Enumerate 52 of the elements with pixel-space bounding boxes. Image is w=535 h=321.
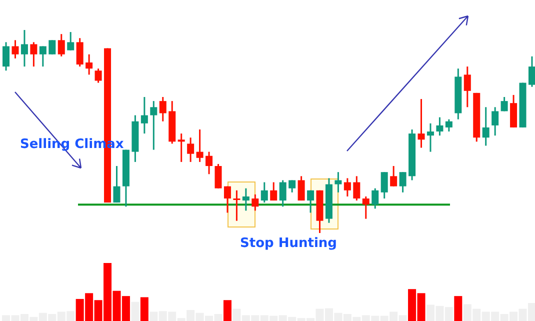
candlestick bbox=[206, 151, 213, 175]
candlestick bbox=[12, 39, 19, 60]
candlestick bbox=[76, 37, 84, 68]
bar bbox=[454, 296, 462, 321]
candlestick bbox=[492, 106, 499, 136]
candlestick bbox=[252, 194, 259, 212]
candlestick bbox=[426, 122, 434, 153]
candlestick bbox=[196, 128, 204, 163]
candlestick bbox=[159, 96, 166, 122]
candlestick bbox=[344, 177, 351, 198]
bar bbox=[140, 297, 148, 321]
candlestick bbox=[390, 165, 398, 188]
candlestick bbox=[86, 54, 93, 76]
bar bbox=[223, 300, 232, 321]
candlestick bbox=[2, 41, 10, 72]
candlestick bbox=[30, 41, 38, 68]
candlestick bbox=[380, 171, 388, 200]
candlestick bbox=[20, 29, 28, 68]
candlestick bbox=[372, 188, 379, 210]
candlestick bbox=[260, 182, 268, 204]
candlestick bbox=[178, 132, 185, 163]
bar bbox=[131, 302, 140, 321]
candlestick bbox=[399, 171, 406, 194]
candlestick bbox=[445, 118, 452, 132]
candlestick bbox=[307, 190, 314, 214]
candlestick bbox=[113, 165, 120, 204]
candlestick bbox=[362, 196, 370, 220]
candlestick bbox=[334, 171, 342, 194]
text: Stop Hunting bbox=[240, 236, 337, 251]
candlestick bbox=[353, 175, 360, 202]
candlestick bbox=[214, 163, 222, 190]
candlestick bbox=[298, 175, 305, 202]
candlestick bbox=[288, 179, 296, 194]
candlestick bbox=[187, 136, 194, 163]
candlestick bbox=[528, 56, 535, 88]
candlestick bbox=[67, 31, 74, 52]
candlestick bbox=[464, 66, 471, 108]
candlestick bbox=[150, 100, 158, 151]
candlestick bbox=[140, 96, 148, 134]
candlestick bbox=[233, 190, 240, 222]
candlestick bbox=[270, 182, 278, 202]
candlestick bbox=[224, 186, 231, 214]
candlestick bbox=[482, 106, 490, 146]
candlestick bbox=[39, 45, 46, 68]
candlestick bbox=[94, 68, 102, 84]
candlestick bbox=[436, 116, 444, 136]
candlestick bbox=[418, 98, 425, 148]
candlestick bbox=[500, 96, 508, 112]
candlestick bbox=[58, 33, 65, 58]
candlestick bbox=[48, 39, 56, 56]
candlestick bbox=[279, 179, 286, 208]
candlestick bbox=[242, 188, 250, 212]
